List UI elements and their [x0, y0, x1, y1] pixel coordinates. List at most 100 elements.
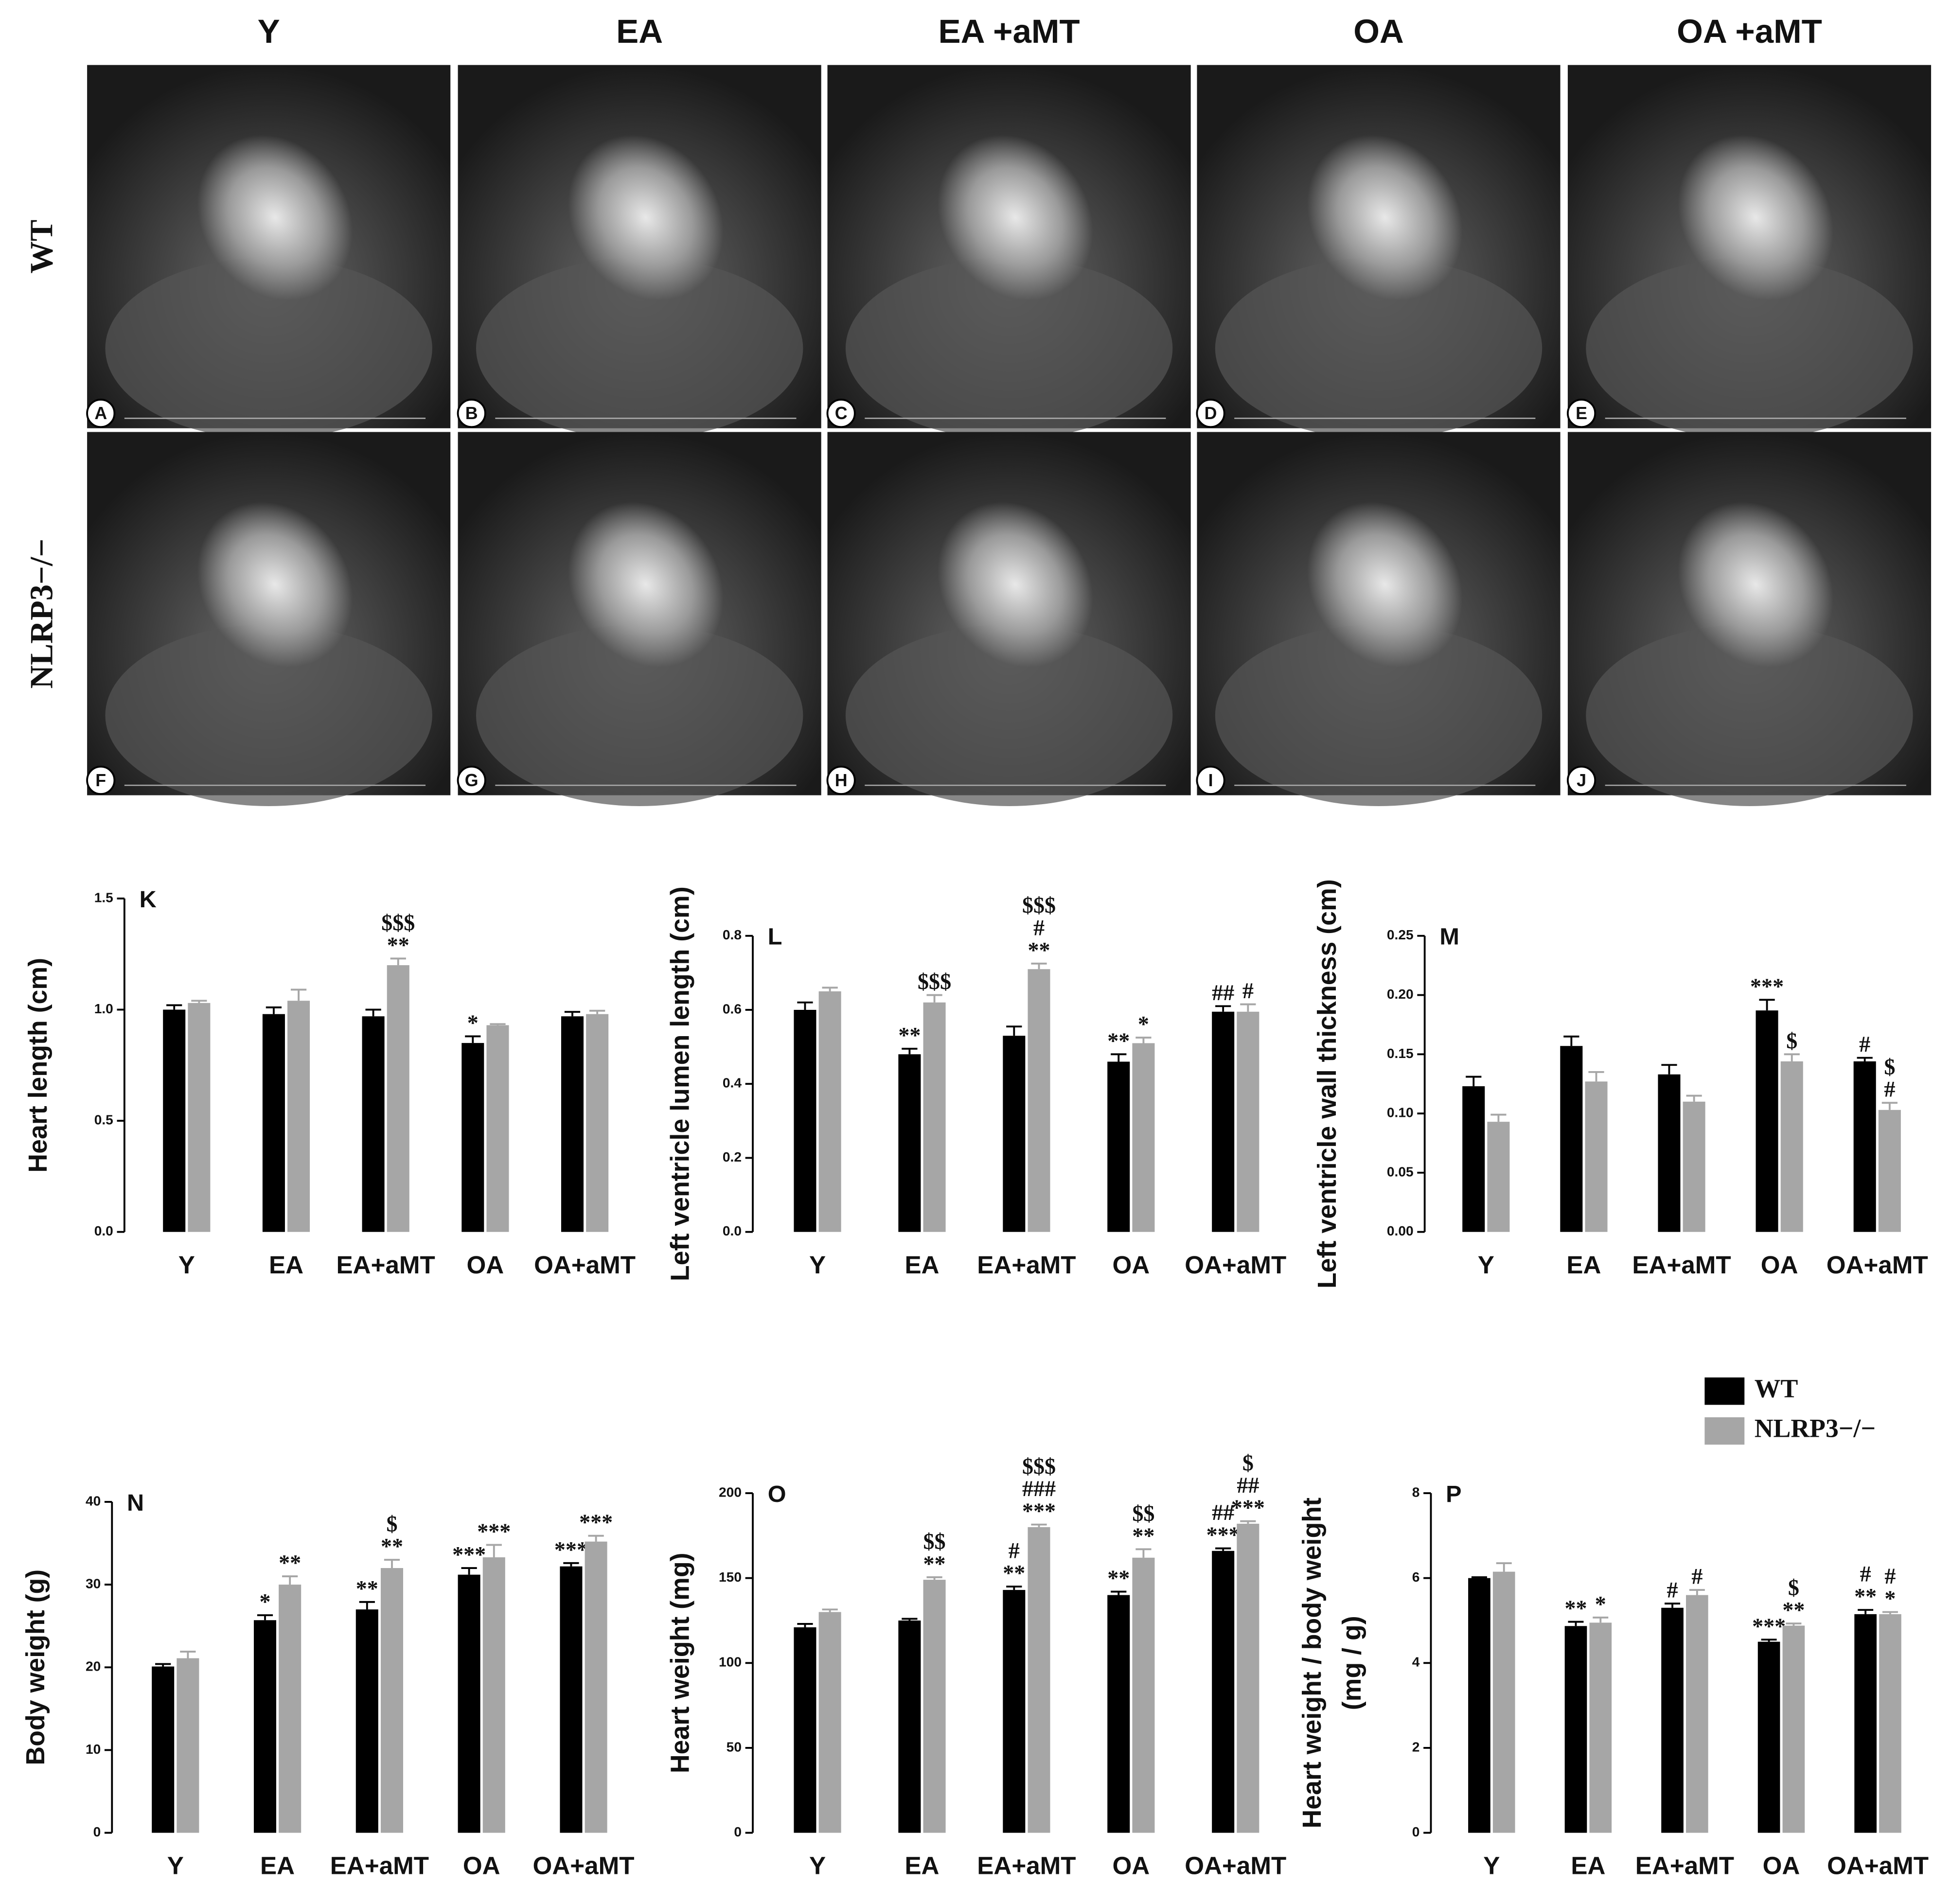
significance-mark: ** — [1132, 1523, 1154, 1548]
mri-heart — [197, 135, 353, 300]
significance-mark: $$$ — [1022, 893, 1056, 917]
panel-badge — [1567, 765, 1596, 795]
significance-mark: *** — [554, 1537, 588, 1562]
panel-label: O — [768, 1481, 786, 1507]
y-tick-label: 6 — [1412, 1569, 1420, 1585]
legend-swatch — [1704, 1417, 1745, 1445]
mri-body — [1215, 624, 1543, 807]
x-tick-label: Y — [809, 1852, 826, 1880]
x-tick-label: OA+aMT — [1827, 1852, 1929, 1880]
y-tick-label: 1.0 — [94, 1001, 113, 1016]
significance-mark: *** — [579, 1510, 613, 1534]
row-label: NLRP3−/− — [24, 539, 59, 689]
y-tick-label: 0.05 — [1387, 1164, 1414, 1179]
significance-mark: $ — [386, 1512, 397, 1536]
y-tick-label: 0 — [93, 1824, 101, 1839]
panel-label: L — [768, 924, 782, 950]
panel-label: N — [127, 1490, 144, 1516]
mri-heart — [1307, 502, 1463, 668]
panel-badge — [1196, 399, 1225, 428]
significance-mark: ** — [279, 1551, 301, 1575]
panel-badge — [457, 399, 486, 428]
y-tick-label: 150 — [719, 1569, 742, 1585]
panel-badge — [826, 399, 856, 428]
y-tick-label: 1.5 — [94, 890, 113, 905]
significance-mark: $ — [1242, 1450, 1254, 1475]
bar — [188, 1003, 211, 1232]
column-header: Y — [258, 12, 280, 50]
y-tick-label: 0.6 — [723, 1001, 742, 1016]
significance-mark: * — [1138, 1012, 1149, 1037]
significance-mark: *** — [1206, 1522, 1240, 1547]
x-tick-label: EA — [1566, 1251, 1601, 1279]
bar — [177, 1658, 199, 1833]
significance-mark: ** — [923, 1551, 946, 1576]
y-tick-label: 50 — [727, 1739, 742, 1754]
bar — [561, 1016, 584, 1232]
significance-mark: ** — [1107, 1566, 1130, 1590]
y-tick-label: 0.25 — [1387, 927, 1414, 942]
mri-heart — [568, 135, 724, 300]
x-tick-label: OA+aMT — [1185, 1852, 1286, 1880]
bar — [560, 1566, 583, 1833]
y-tick-label: 8 — [1412, 1484, 1420, 1499]
y-tick-label: 0.00 — [1387, 1223, 1414, 1238]
significance-mark: # — [1884, 1077, 1895, 1102]
y-tick-label: 2 — [1412, 1739, 1420, 1754]
row-label: WT — [24, 220, 59, 274]
significance-mark: # — [1884, 1564, 1896, 1588]
x-tick-label: OA — [467, 1251, 504, 1279]
x-tick-label: EA+aMT — [330, 1852, 429, 1880]
panel-letter: H — [835, 771, 848, 790]
mri-heart — [568, 502, 724, 668]
x-tick-label: Y — [1483, 1852, 1500, 1880]
y-axis-label: Left ventricle wall thickness (cm) — [1312, 879, 1342, 1288]
mri-body — [845, 257, 1173, 440]
mri-heart — [1678, 135, 1834, 300]
bar — [362, 1016, 385, 1232]
y-axis-label: Heart weight / body weight — [1297, 1498, 1327, 1829]
bar — [1028, 1527, 1050, 1833]
significance-mark: ### — [1022, 1476, 1056, 1501]
significance-mark: ** — [1028, 937, 1050, 962]
y-axis-label: (mg / g) — [1337, 1616, 1366, 1710]
bar — [794, 1009, 816, 1232]
x-tick-label: EA+aMT — [337, 1251, 435, 1279]
significance-mark: ** — [1782, 1598, 1805, 1622]
bar — [1879, 1614, 1901, 1833]
bar — [1686, 1595, 1708, 1833]
bar — [898, 1620, 921, 1833]
significance-mark: $ — [1884, 1055, 1895, 1079]
y-tick-label: 100 — [719, 1655, 742, 1670]
significance-mark: $ — [1786, 1028, 1797, 1053]
y-tick-label: 0.0 — [94, 1223, 113, 1238]
significance-mark: ** — [387, 933, 409, 957]
significance-mark: $ — [1788, 1575, 1799, 1600]
bar — [1853, 1061, 1876, 1232]
x-tick-label: OA+aMT — [1827, 1251, 1928, 1279]
y-tick-label: 0.15 — [1387, 1046, 1414, 1061]
y-tick-label: 20 — [86, 1659, 101, 1674]
bar — [1003, 1036, 1026, 1232]
significance-mark: # — [1242, 978, 1254, 1003]
panel-label: M — [1439, 924, 1459, 950]
significance-mark: *** — [1022, 1499, 1056, 1523]
x-tick-label: EA — [260, 1852, 295, 1880]
significance-mark: $$$ — [1022, 1454, 1056, 1479]
mri-body — [105, 624, 432, 807]
column-header: EA — [616, 12, 663, 50]
panel-letter: G — [465, 771, 479, 790]
significance-mark: * — [467, 1010, 479, 1035]
significance-mark: # — [1860, 1562, 1871, 1587]
panel-badge — [86, 765, 116, 795]
mri-body — [476, 624, 803, 807]
panel-letter: E — [1576, 404, 1587, 423]
bar — [818, 1612, 841, 1833]
bar — [1585, 1081, 1608, 1232]
bar — [585, 1541, 607, 1833]
x-tick-label: Y — [167, 1852, 184, 1880]
significance-mark: *** — [1752, 1614, 1786, 1639]
panel-label: P — [1446, 1481, 1461, 1507]
significance-mark: *** — [1231, 1495, 1265, 1520]
